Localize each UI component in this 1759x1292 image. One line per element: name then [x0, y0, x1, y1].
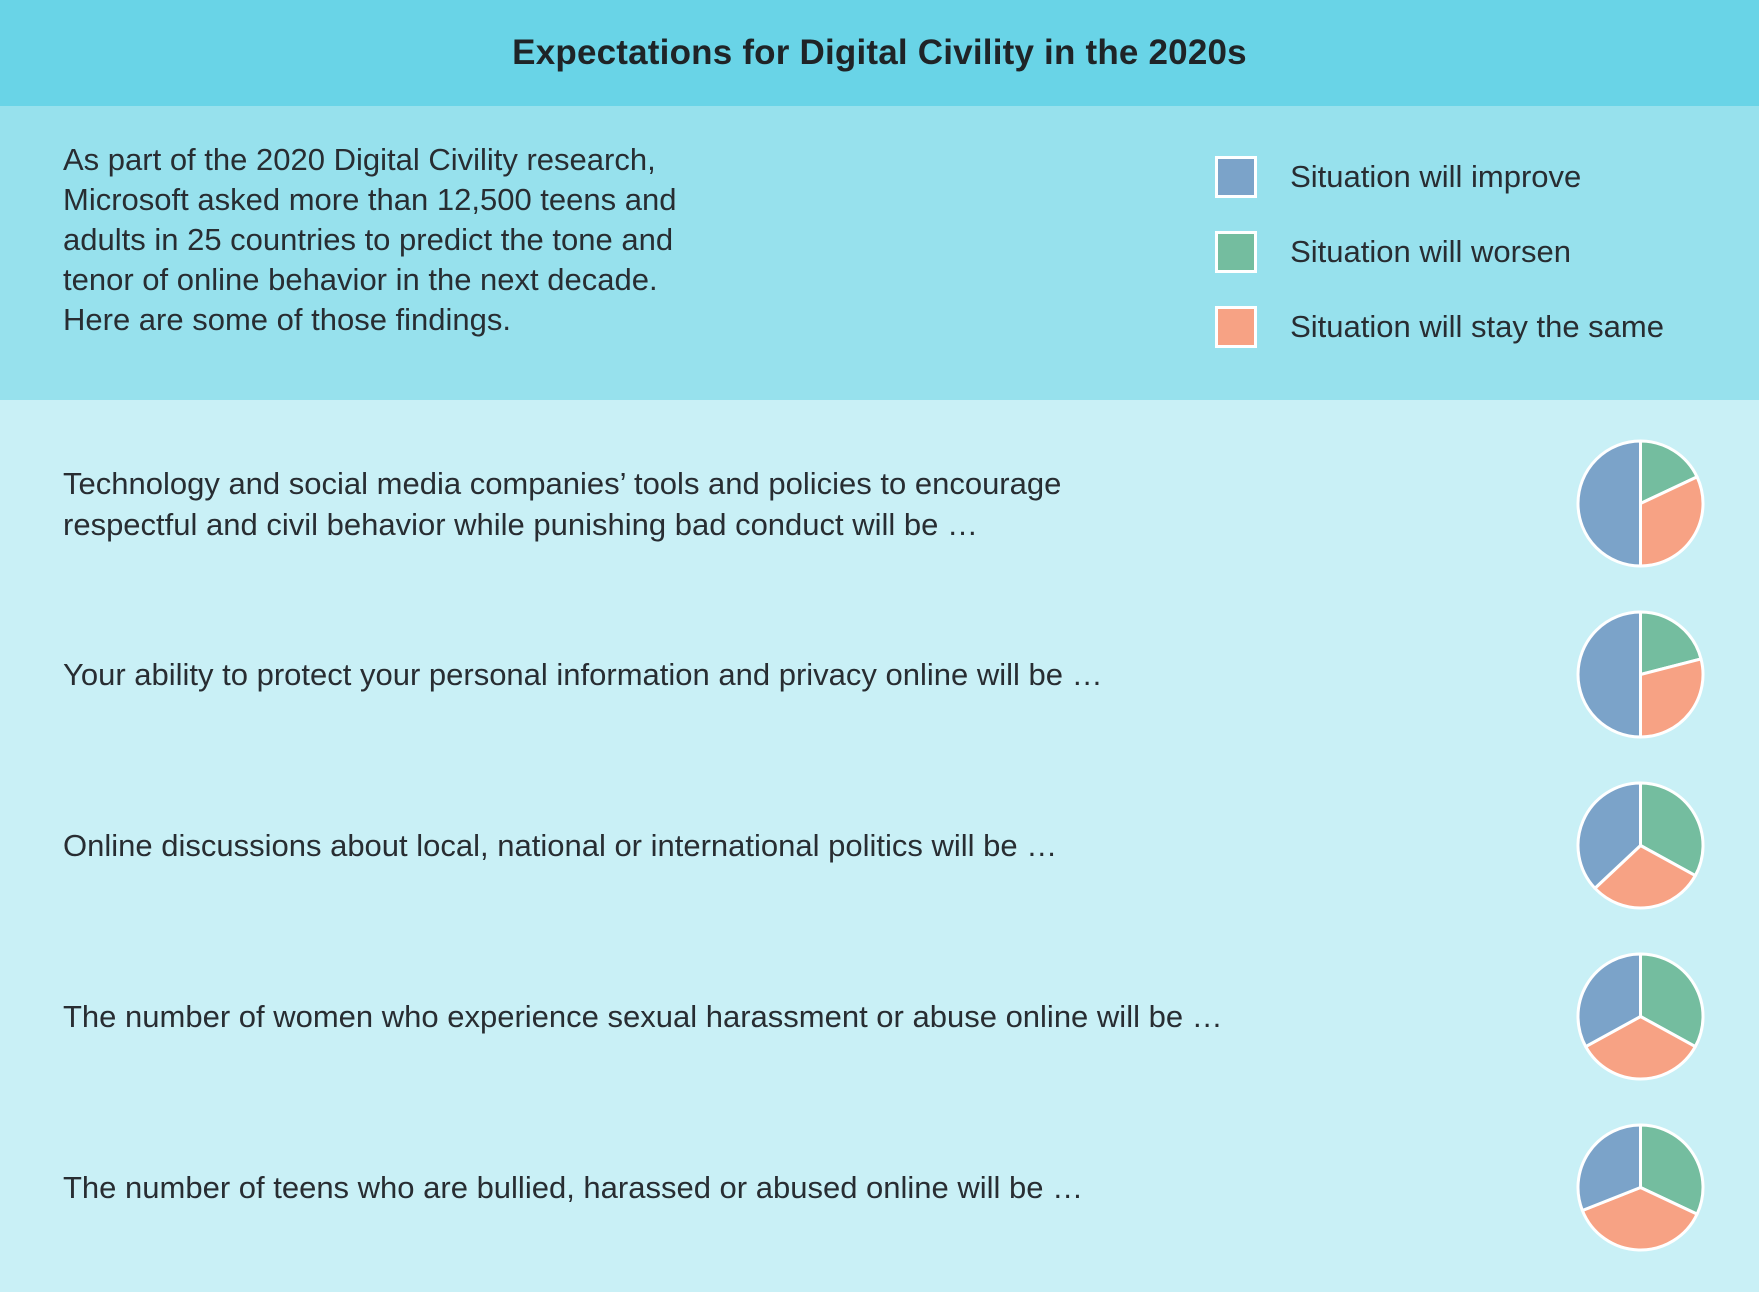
statement-text: The number of teens who are bullied, har…	[63, 1170, 1084, 1205]
legend-item-worsen: Situation will worsen	[1215, 231, 1664, 273]
finding-row-politics: Online discussions about local, national…	[63, 760, 1706, 931]
improve-color-swatch	[1215, 156, 1258, 198]
legend-label-worsen: Situation will worsen	[1290, 234, 1571, 269]
pie-chart-women-harassment	[1575, 951, 1706, 1082]
worsen-color-swatch	[1215, 231, 1258, 273]
legend-label-improve: Situation will improve	[1290, 159, 1582, 194]
finding-row-tech-policies: Technology and social media companies’ t…	[63, 418, 1706, 589]
title-bar: Expectations for Digital Civility in the…	[0, 0, 1759, 106]
intro-paragraph: As part of the 2020 Digital Civility res…	[63, 142, 677, 337]
legend: Situation will improve Situation will wo…	[1215, 156, 1664, 348]
finding-row-women-harassment: The number of women who experience sexua…	[63, 931, 1706, 1102]
pie-chart-politics	[1575, 780, 1706, 911]
statement-text: The number of women who experience sexua…	[63, 999, 1223, 1034]
findings-list: Technology and social media companies’ t…	[0, 400, 1759, 1273]
same-color-swatch	[1215, 306, 1258, 348]
pie-chart-privacy	[1575, 609, 1706, 740]
legend-label-same: Situation will stay the same	[1290, 309, 1664, 344]
page-title: Expectations for Digital Civility in the…	[512, 33, 1247, 72]
legend-item-same: Situation will stay the same	[1215, 306, 1664, 348]
finding-row-teens-bullied: The number of teens who are bullied, har…	[63, 1102, 1706, 1273]
intro-section: As part of the 2020 Digital Civility res…	[0, 106, 1759, 400]
statement-text: Online discussions about local, national…	[63, 828, 1058, 863]
statement-text: Your ability to protect your personal in…	[63, 657, 1103, 692]
pie-chart-teens-bullied	[1575, 1122, 1706, 1253]
finding-row-privacy: Your ability to protect your personal in…	[63, 589, 1706, 760]
statement-text: Technology and social media companies’ t…	[63, 465, 1062, 542]
pie-chart-tech-policies	[1575, 438, 1706, 569]
legend-item-improve: Situation will improve	[1215, 156, 1664, 198]
